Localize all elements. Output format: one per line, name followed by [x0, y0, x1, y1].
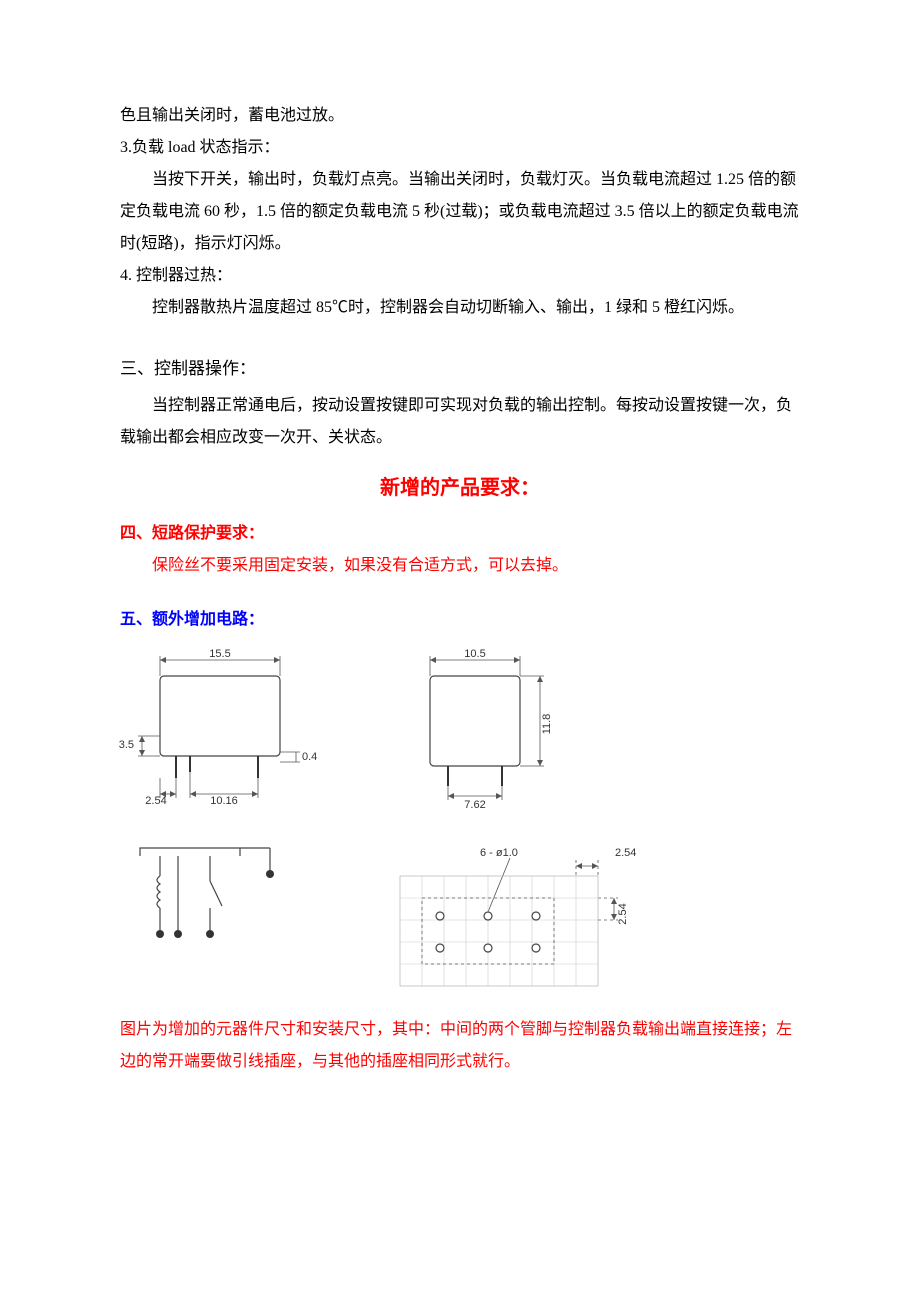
document-page: 色且输出关闭时，蓄电池过放。 3.负载 load 状态指示： 当按下开关，输出时… — [0, 0, 920, 1158]
new-requirements-title: 新增的产品要求： — [120, 468, 800, 508]
para-overdischarge: 色且输出关闭时，蓄电池过放。 — [120, 100, 800, 132]
diagram-relay-front-left: 15.5 3.5 0.4 — [120, 646, 330, 806]
para-overheat-heading: 4. 控制器过热： — [120, 260, 800, 292]
dim-left-0p4: 0.4 — [302, 751, 317, 763]
dim-right-height: 11.8 — [541, 714, 553, 735]
dim-pitch-y: 2.54 — [617, 903, 629, 924]
footprint-grid — [400, 876, 598, 986]
section-4-body: 保险丝不要采用固定安装，如果没有合适方式，可以去掉。 — [120, 550, 800, 582]
diagram-caption: 图片为增加的元器件尺寸和安装尺寸，其中：中间的两个管脚与控制器负载输出端直接连接… — [120, 1014, 800, 1078]
dim-left-10p16: 10.16 — [210, 795, 238, 807]
dim-pitch-x: 2.54 — [615, 847, 636, 859]
diagram-left-column: 15.5 3.5 0.4 — [120, 646, 330, 996]
diagram-group: 15.5 3.5 0.4 — [120, 646, 800, 996]
section-3-body: 当控制器正常通电后，按动设置按键即可实现对负载的输出控制。每按动设置按键一次，负… — [120, 390, 800, 454]
dim-left-2p54: 2.54 — [145, 795, 166, 807]
section-4-heading: 四、短路保护要求： — [120, 518, 800, 550]
dim-hole-label: 6 - ø1.0 — [480, 847, 518, 859]
section-3-heading: 三、控制器操作： — [120, 352, 800, 386]
dim-left-3p5: 3.5 — [119, 739, 134, 751]
section-5-heading: 五、额外增加电路： — [120, 604, 800, 636]
diagram-relay-schematic — [120, 836, 290, 956]
para-overheat-body: 控制器散热片温度超过 85℃时，控制器会自动切断输入、输出，1 绿和 5 橙红闪… — [120, 292, 800, 324]
para-load-heading: 3.负载 load 状态指示： — [120, 132, 800, 164]
dim-left-width: 15.5 — [209, 648, 230, 660]
dim-right-width: 10.5 — [464, 648, 485, 660]
para-load-body: 当按下开关，输出时，负载灯点亮。当输出关闭时，负载灯灭。当负载电流超过 1.25… — [120, 164, 800, 260]
diagram-footprint: 6 - ø1.0 2.54 2.54 — [390, 836, 650, 996]
diagram-relay-front-right: 10.5 11.8 7.62 — [390, 646, 590, 806]
dim-right-pitch: 7.62 — [464, 799, 485, 811]
diagram-right-column: 10.5 11.8 7.62 — [390, 646, 650, 996]
